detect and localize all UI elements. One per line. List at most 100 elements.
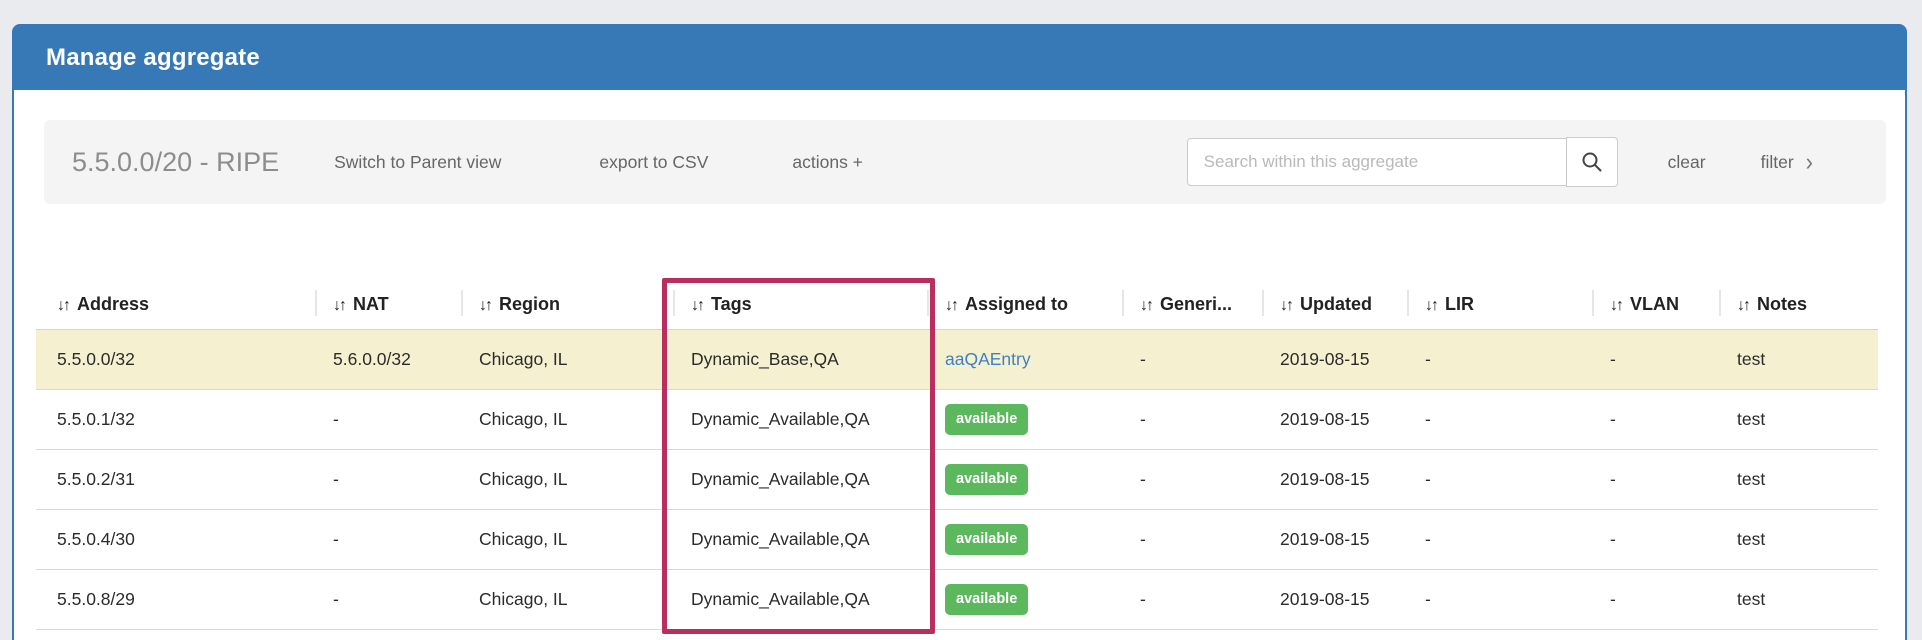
- table-row: 5.5.0.2/31 - Chicago, IL Dynamic_Availab…: [36, 449, 1878, 510]
- search-button[interactable]: [1565, 137, 1618, 187]
- cell-notes: test: [1716, 389, 1878, 450]
- available-badge[interactable]: available: [945, 404, 1029, 435]
- cell-notes: test: [1716, 329, 1878, 390]
- cell-region: Chicago, IL: [458, 509, 670, 570]
- column-header-notes[interactable]: ↓↑ Notes: [1716, 282, 1878, 330]
- export-csv-link[interactable]: export to CSV: [599, 151, 709, 172]
- search-icon: [1581, 151, 1603, 173]
- cell-vlan: -: [1589, 509, 1716, 570]
- page-title: Manage aggregate: [46, 44, 260, 71]
- cell-region: Chicago, IL: [458, 569, 670, 630]
- cell-assigned-to: aaQAEntry: [924, 329, 1119, 390]
- cell-assigned-to: available: [924, 569, 1119, 630]
- cell-lir: -: [1404, 389, 1589, 450]
- cell-updated: 2019-08-15: [1259, 449, 1404, 510]
- column-header-generic[interactable]: ↓↑ Generi...: [1119, 282, 1259, 330]
- manage-aggregate-panel: Manage aggregate 5.5.0.0/20 - RIPE Switc…: [12, 24, 1907, 640]
- table-row: 5.5.0.1/32 - Chicago, IL Dynamic_Availab…: [36, 389, 1878, 450]
- column-header-updated[interactable]: ↓↑ Updated: [1259, 282, 1404, 330]
- cell-updated: 2019-08-15: [1259, 509, 1404, 570]
- cell-notes: test: [1716, 509, 1878, 570]
- cell-tags: Dynamic_Available,QA: [670, 569, 924, 630]
- cell-address: 5.5.0.2/31: [36, 449, 312, 510]
- cell-nat: -: [312, 569, 458, 630]
- available-badge[interactable]: available: [945, 464, 1029, 495]
- column-header-label: Tags: [711, 294, 752, 314]
- column-header-label: Assigned to: [965, 294, 1069, 314]
- cell-nat: -: [312, 509, 458, 570]
- cell-generic: -: [1119, 389, 1259, 450]
- column-header-label: Address: [77, 294, 150, 314]
- available-badge[interactable]: available: [945, 524, 1029, 555]
- cell-lir: -: [1404, 329, 1589, 390]
- cell-nat: -: [312, 389, 458, 450]
- column-header-vlan[interactable]: ↓↑ VLAN: [1589, 282, 1716, 330]
- column-header-assigned-to[interactable]: ↓↑ Assigned to: [924, 282, 1119, 330]
- cell-tags: Dynamic_Available,QA: [670, 389, 924, 450]
- cell-vlan: -: [1589, 389, 1716, 450]
- cell-updated: 2019-08-15: [1259, 389, 1404, 450]
- cell-address: 5.5.0.0/32: [36, 329, 312, 390]
- sort-icon: ↓↑: [479, 297, 493, 314]
- cell-lir: -: [1404, 509, 1589, 570]
- cell-assigned-to: available: [924, 449, 1119, 510]
- cell-region: Chicago, IL: [458, 389, 670, 450]
- search-input[interactable]: [1186, 138, 1567, 186]
- cell-nat: 5.6.0.0/32: [312, 329, 458, 390]
- table-row: 5.5.0.0/32 5.6.0.0/32 Chicago, IL Dynami…: [36, 329, 1878, 390]
- cell-vlan: -: [1589, 329, 1716, 390]
- sort-icon: ↓↑: [333, 297, 347, 314]
- cell-lir: -: [1404, 569, 1589, 630]
- cell-address: 5.5.0.4/30: [36, 509, 312, 570]
- sort-icon: ↓↑: [1737, 297, 1751, 314]
- chevron-right-icon: ›: [1805, 147, 1813, 176]
- cell-assigned-to: available: [924, 509, 1119, 570]
- switch-parent-view-link[interactable]: Switch to Parent view: [334, 151, 502, 172]
- panel-body: 5.5.0.0/20 - RIPE Switch to Parent view …: [14, 120, 1905, 630]
- aggregate-title: 5.5.0.0/20 - RIPE: [72, 146, 280, 177]
- column-header-lir[interactable]: ↓↑ LIR: [1404, 282, 1589, 330]
- panel-header: Manage aggregate: [14, 26, 1905, 90]
- cell-assigned-to: available: [924, 389, 1119, 450]
- cell-tags: Dynamic_Available,QA: [670, 509, 924, 570]
- cell-generic: -: [1119, 569, 1259, 630]
- available-badge[interactable]: available: [945, 584, 1029, 615]
- sort-icon: ↓↑: [1425, 297, 1439, 314]
- column-header-label: Notes: [1757, 294, 1808, 314]
- column-header-nat[interactable]: ↓↑ NAT: [312, 282, 458, 330]
- toolbar: 5.5.0.0/20 - RIPE Switch to Parent view …: [44, 120, 1886, 204]
- column-header-label: Region: [499, 294, 560, 314]
- cell-nat: -: [312, 449, 458, 510]
- cell-notes: test: [1716, 569, 1878, 630]
- column-header-label: LIR: [1445, 294, 1474, 314]
- cell-vlan: -: [1589, 449, 1716, 510]
- cell-tags: Dynamic_Base,QA: [670, 329, 924, 390]
- table-row: 5.5.0.4/30 - Chicago, IL Dynamic_Availab…: [36, 509, 1878, 570]
- sort-icon: ↓↑: [1280, 297, 1294, 314]
- filter-label: filter: [1760, 151, 1794, 172]
- filter-link[interactable]: filter ›: [1760, 147, 1813, 176]
- cell-region: Chicago, IL: [458, 329, 670, 390]
- cell-region: Chicago, IL: [458, 449, 670, 510]
- sort-icon: ↓↑: [691, 297, 705, 314]
- column-header-label: Generi...: [1160, 294, 1233, 314]
- cell-updated: 2019-08-15: [1259, 569, 1404, 630]
- column-header-tags[interactable]: ↓↑ Tags: [670, 282, 924, 330]
- column-header-region[interactable]: ↓↑ Region: [458, 282, 670, 330]
- table-header-row: ↓↑ Address ↓↑ NAT ↓↑ Region ↓↑ Tags ↓↑ Assign…: [36, 282, 1878, 330]
- actions-menu-button[interactable]: actions +: [792, 151, 863, 172]
- cell-tags: Dynamic_Available,QA: [670, 449, 924, 510]
- cell-updated: 2019-08-15: [1259, 329, 1404, 390]
- sort-icon: ↓↑: [57, 297, 71, 314]
- sort-icon: ↓↑: [945, 297, 959, 314]
- search-group: [1186, 137, 1618, 187]
- cell-vlan: -: [1589, 569, 1716, 630]
- aggregate-table: ↓↑ Address ↓↑ NAT ↓↑ Region ↓↑ Tags ↓↑ Assign…: [36, 282, 1878, 630]
- column-header-label: NAT: [353, 294, 389, 314]
- column-header-address[interactable]: ↓↑ Address: [36, 282, 312, 330]
- sort-icon: ↓↑: [1140, 297, 1154, 314]
- column-header-label: VLAN: [1630, 294, 1679, 314]
- cell-generic: -: [1119, 329, 1259, 390]
- clear-search-link[interactable]: clear: [1667, 151, 1706, 172]
- assigned-entry-link[interactable]: aaQAEntry: [945, 349, 1031, 369]
